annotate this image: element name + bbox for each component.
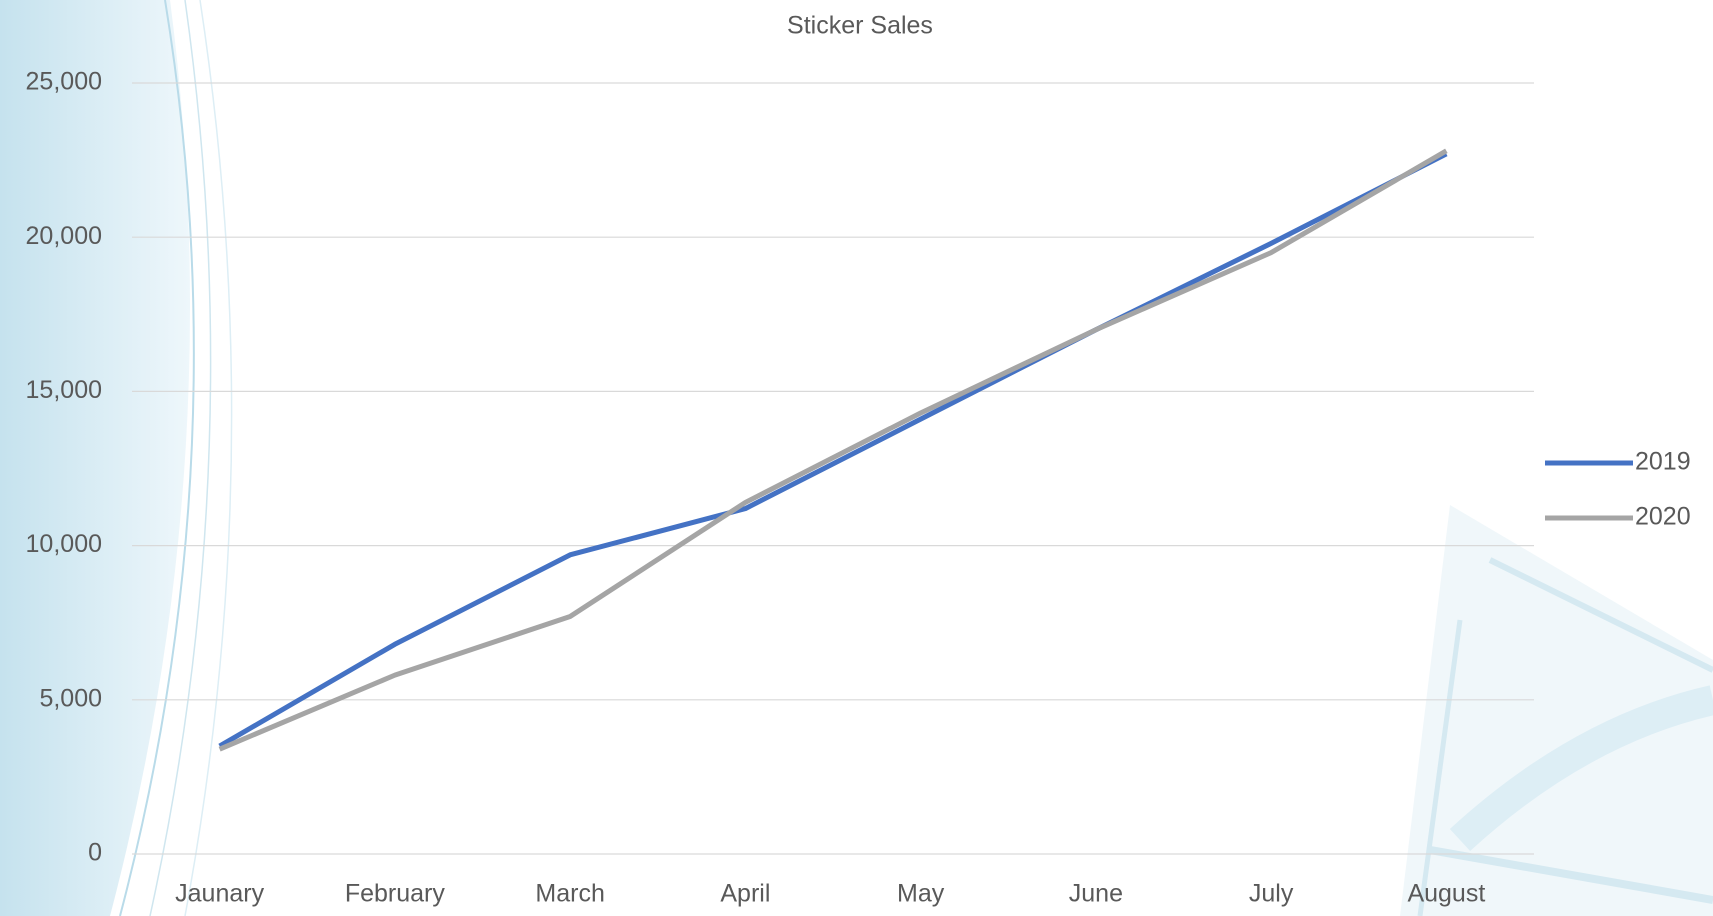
series-line bbox=[218, 148, 1448, 752]
legend-label: 2020 bbox=[1635, 503, 1691, 531]
y-tick-label: 25,000 bbox=[26, 68, 102, 96]
y-tick-label: 15,000 bbox=[26, 376, 102, 404]
x-tick-label: April bbox=[720, 880, 770, 908]
x-tick-label: Jaunary bbox=[175, 880, 264, 908]
x-tick-label: March bbox=[535, 880, 604, 908]
x-tick-label: June bbox=[1069, 880, 1123, 908]
y-tick-label: 0 bbox=[88, 839, 102, 867]
y-tick-label: 10,000 bbox=[26, 530, 102, 558]
y-tick-label: 5,000 bbox=[39, 684, 102, 712]
x-tick-label: February bbox=[345, 880, 446, 908]
y-tick-label: 20,000 bbox=[26, 222, 102, 250]
x-tick-label: July bbox=[1249, 880, 1294, 908]
x-tick-label: August bbox=[1407, 880, 1485, 908]
legend-label: 2019 bbox=[1635, 448, 1691, 476]
x-tick-label: May bbox=[897, 880, 945, 908]
chart-title: Sticker Sales bbox=[787, 12, 933, 40]
series-line bbox=[218, 151, 1448, 749]
